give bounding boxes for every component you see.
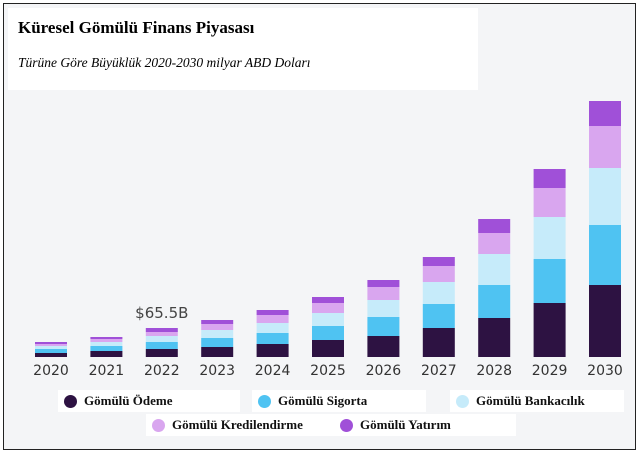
x-tick-label: 2024 (255, 363, 291, 379)
bar-segment-2023-s4 (201, 320, 234, 324)
bar-segment-2026-s4 (367, 280, 400, 287)
bar-segment-2021-s4 (90, 337, 123, 339)
bar-segment-2024-s0 (256, 344, 289, 357)
bar-segment-2021-s1 (90, 346, 123, 351)
bar-segment-2030-s2 (589, 168, 621, 225)
legend-item-yatirim: Gömülü Yatırım (340, 414, 516, 436)
bar-segment-2025-s2 (312, 313, 344, 326)
bar-segment-2025-s0 (312, 340, 344, 357)
bar-segment-2030-s3 (589, 126, 621, 168)
legend-label: Gömülü Sigorta (278, 393, 368, 408)
legend-swatch (456, 394, 469, 408)
bar-segment-2024-s1 (256, 333, 289, 344)
x-tick-label: 2022 (144, 363, 180, 379)
bar-segment-2029-s1 (533, 259, 566, 303)
bar-segment-2021-s0 (90, 351, 123, 357)
legend-row-2: Gömülü Kredilendirme Gömülü Yatırım (146, 414, 516, 436)
bar-segment-2025-s1 (312, 326, 344, 340)
bar-segment-2022-s2 (145, 336, 178, 342)
bar-segment-2021-s2 (90, 342, 123, 346)
x-tick-label: 2023 (199, 363, 235, 379)
bar-segment-2022-s4 (145, 328, 178, 332)
bar-segment-2028-s3 (478, 233, 511, 254)
bar-segment-2026-s0 (367, 336, 400, 357)
bar-segment-2020-s3 (35, 344, 67, 346)
legend-row-1: Gömülü Ödeme Gömülü Sigorta Gömülü Banka… (58, 390, 624, 412)
bar-segment-2028-s1 (478, 285, 511, 318)
x-tick-label: 2029 (532, 363, 568, 379)
bar-segment-2025-s4 (312, 297, 344, 303)
bar-segment-2027-s1 (422, 304, 455, 328)
data-label-annotation: $65.5B (135, 304, 188, 322)
x-tick-label: 2027 (421, 363, 457, 379)
bar-segment-2028-s0 (478, 318, 511, 357)
bar-segment-2023-s1 (201, 338, 234, 347)
bar-segment-2029-s4 (533, 169, 566, 188)
bar-segment-2020-s2 (35, 346, 67, 349)
bar-segment-2020-s0 (35, 353, 67, 357)
bar-segment-2022-s0 (145, 349, 178, 357)
bar-segment-2021-s3 (90, 339, 123, 342)
bar-segment-2027-s4 (422, 257, 455, 266)
x-tick-label: 2025 (310, 363, 346, 379)
bar-segment-2024-s2 (256, 323, 289, 333)
x-tick-label: 2026 (366, 363, 402, 379)
legend-swatch (64, 394, 77, 408)
bar-segment-2023-s2 (201, 330, 234, 338)
chart-frame: Küresel Gömülü Finans Piyasası Türüne Gö… (3, 3, 636, 450)
bar-segment-2024-s4 (256, 310, 289, 315)
legend-item-bankacilik: Gömülü Bankacılık (450, 390, 624, 412)
bar-segment-2029-s3 (533, 188, 566, 217)
bar-segment-2026-s1 (367, 317, 400, 336)
legend-swatch (152, 418, 165, 432)
bar-segment-2023-s3 (201, 324, 234, 330)
bar-segment-2030-s1 (589, 225, 621, 285)
bar-segment-2022-s3 (145, 332, 178, 336)
bar-segment-2026-s3 (367, 287, 400, 300)
bar-segment-2024-s3 (256, 315, 289, 323)
legend-label: Gömülü Kredilendirme (172, 417, 303, 432)
legend-item-sigorta: Gömülü Sigorta (252, 390, 426, 412)
bar-segment-2028-s2 (478, 254, 511, 285)
title-box: Küresel Gömülü Finans Piyasası Türüne Gö… (8, 8, 478, 90)
legend-swatch (340, 418, 353, 432)
legend-label: Gömülü Bankacılık (476, 393, 585, 408)
x-tick-label: 2030 (587, 363, 623, 379)
bar-segment-2023-s0 (201, 347, 234, 357)
x-tick-label: 2021 (89, 363, 125, 379)
legend-item-kredilendirme: Gömülü Kredilendirme (146, 414, 340, 436)
bar-segment-2020-s4 (35, 342, 67, 344)
legend-swatch (258, 394, 271, 408)
bar-segment-2030-s0 (589, 285, 621, 357)
bar-segment-2027-s2 (422, 282, 455, 304)
bar-segment-2027-s3 (422, 266, 455, 282)
bar-segment-2025-s3 (312, 303, 344, 313)
x-tick-label: 2020 (33, 363, 69, 379)
bar-segment-2030-s4 (589, 101, 621, 126)
bar-segment-2027-s0 (422, 328, 455, 357)
bar-segment-2029-s2 (533, 217, 566, 259)
x-tick-label: 2028 (476, 363, 512, 379)
stacked-bar-chart: 2020 2021 2022 2023 2024 2025 2026 2027 2028 2029… (33, 101, 623, 379)
legend-label: Gömülü Yatırım (360, 417, 451, 432)
legend-label: Gömülü Ödeme (84, 393, 173, 408)
bar-segment-2026-s2 (367, 300, 400, 317)
chart-subtitle: Türüne Göre Büyüklük 2020-2030 milyar AB… (18, 55, 311, 70)
bar-segment-2028-s4 (478, 219, 511, 233)
bar-segment-2029-s0 (533, 303, 566, 357)
bar-segment-2020-s1 (35, 349, 67, 353)
chart-title: Küresel Gömülü Finans Piyasası (18, 18, 255, 37)
legend-item-odeme: Gömülü Ödeme (58, 390, 240, 412)
bar-segment-2022-s1 (145, 342, 178, 349)
